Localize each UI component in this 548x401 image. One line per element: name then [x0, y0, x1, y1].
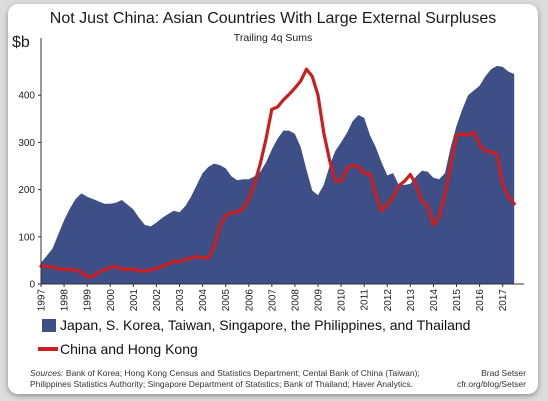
x-tick-labels: 1997 1998 1999 2000 2001 2002 2003 2004 2005 2006… [37, 289, 510, 312]
y-tick-label: 300 [18, 138, 35, 149]
x-tick-label: 1999 [83, 289, 94, 312]
x-tick-label: 2011 [360, 289, 371, 311]
legend-swatch-area [42, 318, 56, 332]
legend-label-area: Japan, S. Korea, Taiwan, Singapore, the … [60, 317, 471, 333]
x-tick-label: 2017 [498, 289, 509, 312]
sources-note: Sources: Bank of Korea; Hong Kong Census… [30, 368, 420, 390]
legend-item-surplus-area: Japan, S. Korea, Taiwan, Singapore, the … [42, 317, 470, 333]
series-area-0 [41, 65, 515, 285]
axes-layer [38, 38, 524, 287]
y-tick-label: 0 [29, 280, 35, 291]
sources-prefix: Sources: [30, 368, 64, 378]
area-layer [41, 65, 515, 285]
x-tick-label: 2007 [267, 289, 278, 312]
x-tick-label: 2016 [475, 289, 486, 312]
x-tick-label: 2004 [198, 289, 209, 312]
x-tick-label: 2014 [429, 289, 440, 312]
legend-swatch-line [38, 347, 58, 351]
y-tick-label: 400 [18, 91, 35, 102]
chart-plot: 0 100 200 300 400 1997 1998 1999 2000 2001 2002 20… [18, 38, 524, 312]
x-tick-label: 2012 [383, 289, 394, 312]
x-tick-label: 2009 [314, 289, 325, 312]
chart-subtitle: Trailing 4q Sums [233, 32, 313, 44]
x-tick-label: 2008 [290, 289, 301, 312]
x-tick-label: 2000 [106, 289, 117, 312]
x-tick-label: 2005 [221, 289, 232, 312]
y-tick-label: 100 [18, 232, 35, 243]
chart-title: Not Just China: Asian Countries With Lar… [49, 10, 497, 27]
y-tick-labels: 0 100 200 300 400 [18, 91, 35, 291]
x-tick-label: 2006 [244, 289, 255, 312]
author-url: cfr.org/blog/Setser [457, 379, 526, 389]
author-credit: Brad Setser cfr.org/blog/Setser [457, 368, 526, 390]
sources-line-1: Bank of Korea; Hong Kong Census and Stat… [63, 368, 420, 378]
legend-item-china-line: China and Hong Kong [38, 341, 198, 357]
legend-label-line: China and Hong Kong [60, 341, 198, 357]
x-tick-label: 2003 [175, 289, 186, 312]
author-name: Brad Setser [481, 368, 526, 378]
x-tick-label: 2001 [129, 289, 140, 312]
x-tick-label: 2010 [337, 289, 348, 312]
x-tick-label: 1997 [37, 289, 48, 312]
x-tick-label: 1998 [60, 289, 71, 312]
x-tick-label: 2002 [152, 289, 163, 312]
sources-line-2: Philippines Statistics Authority; Singap… [30, 379, 414, 389]
x-tick-label: 2013 [406, 289, 417, 312]
y-axis-unit-label: $b [12, 34, 30, 51]
chart-card: Not Just China: Asian Countries With Lar… [8, 4, 538, 394]
line-layer [39, 67, 516, 279]
series-line-1 [39, 67, 516, 279]
y-tick-label: 200 [18, 185, 35, 196]
x-tick-label: 2015 [452, 289, 463, 312]
